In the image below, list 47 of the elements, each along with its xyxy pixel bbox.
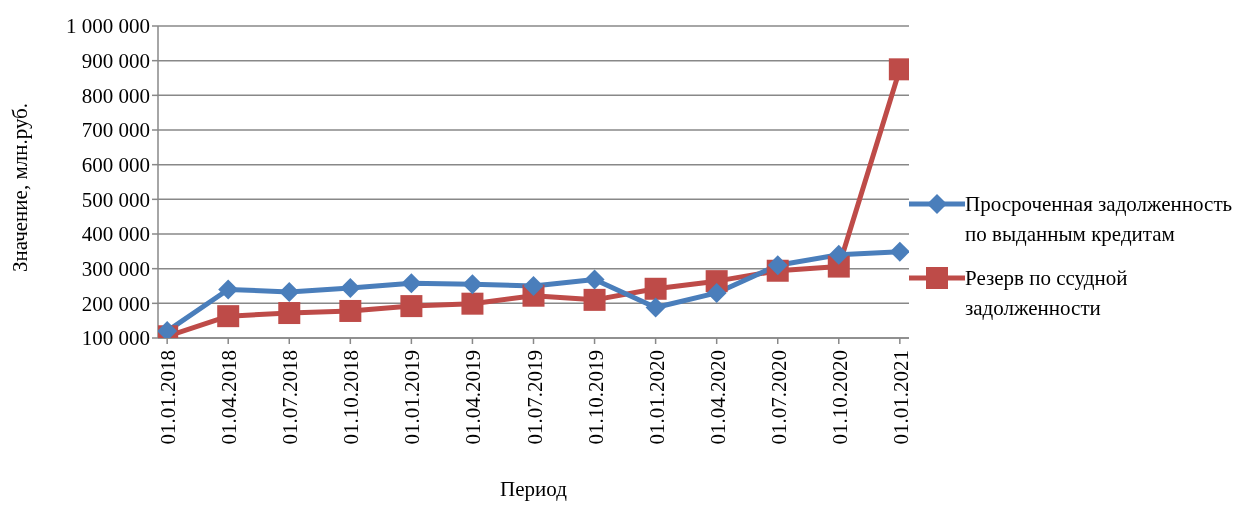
point <box>339 299 362 322</box>
x-tick-label: 01.10.2020 <box>827 350 852 445</box>
x-tick-label: 01.01.2021 <box>888 350 913 445</box>
x-tick-label: 01.10.2019 <box>583 350 608 445</box>
y-tick-label: 500 000 <box>81 187 150 212</box>
y-tick-label: 200 000 <box>81 291 150 316</box>
x-tick-label: 01.07.2018 <box>278 350 303 445</box>
point <box>400 295 423 318</box>
point <box>462 274 483 295</box>
point <box>217 305 240 328</box>
y-tick-label: 700 000 <box>81 118 150 143</box>
point <box>645 297 666 318</box>
point <box>767 255 788 276</box>
point <box>401 273 422 294</box>
x-tick-label: 01.10.2018 <box>339 350 364 445</box>
point <box>218 279 239 300</box>
y-tick-label: 600 000 <box>81 153 150 178</box>
x-tick-label: 01.04.2020 <box>705 350 730 445</box>
point <box>888 58 909 81</box>
point <box>278 302 301 325</box>
y-axis-title: Значение, млн.руб. <box>8 102 33 272</box>
x-tick-label: 01.07.2020 <box>766 350 791 445</box>
x-tick-label: 01.01.2019 <box>400 350 425 445</box>
point <box>523 276 544 296</box>
x-tick-label: 01.01.2018 <box>156 350 181 445</box>
point <box>828 244 849 265</box>
point <box>340 278 361 299</box>
point <box>644 277 667 300</box>
y-tick-label: 900 000 <box>81 49 150 74</box>
point <box>583 288 606 311</box>
y-tick-label: 1 000 000 <box>66 14 150 39</box>
point <box>706 282 727 303</box>
x-tick-label: 01.01.2020 <box>644 350 669 445</box>
x-axis-title: Период <box>500 477 568 501</box>
y-tick-label: 800 000 <box>81 83 150 108</box>
y-tick-label: 100 000 <box>81 326 150 351</box>
y-tick-label: 400 000 <box>81 222 150 247</box>
x-tick-label: 01.04.2019 <box>461 350 486 445</box>
y-tick-label: 300 000 <box>81 257 150 282</box>
point <box>889 241 909 262</box>
point <box>584 269 605 290</box>
point <box>461 292 484 315</box>
x-tick-label: 01.07.2019 <box>522 350 547 445</box>
x-tick-label: 01.04.2018 <box>217 350 242 445</box>
point <box>279 281 300 302</box>
legend-label: Просроченная задолженность по выданным кредитам <box>965 191 1234 248</box>
legend-label: Резерв по ссудной задолженности <box>965 265 1129 322</box>
